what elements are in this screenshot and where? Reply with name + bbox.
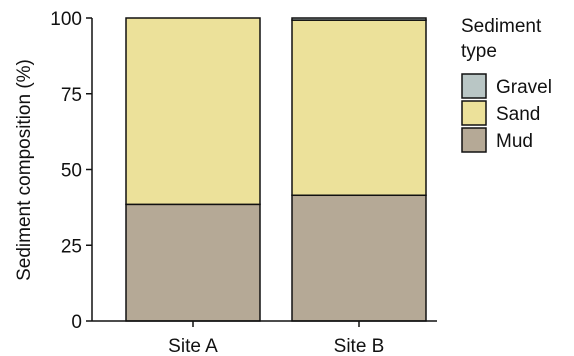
x-tick-label: Site B <box>334 336 385 356</box>
y-axis-label: Sediment composition (%) <box>14 59 35 281</box>
legend-title-line: type <box>461 41 497 62</box>
legend-title-line: Sediment <box>461 16 542 37</box>
y-tick-label: 0 <box>71 312 82 333</box>
x-tick-label: Site A <box>168 336 218 356</box>
legend-swatch-sand <box>461 100 487 126</box>
x-axis-ticks: Site A Site B <box>168 321 384 356</box>
legend-label-sand: Sand <box>496 104 540 125</box>
y-tick-label: 50 <box>61 161 82 182</box>
bar-segment-sand-site-b <box>291 19 427 197</box>
y-tick-label: 25 <box>61 236 82 257</box>
plot-area <box>125 17 427 322</box>
legend-label-mud: Mud <box>496 131 533 152</box>
legend: Sediment type Gravel Sand Mud <box>461 16 552 153</box>
y-tick-label: 75 <box>61 85 82 106</box>
y-tick-label: 100 <box>50 9 82 30</box>
bar-segment-mud-site-b <box>291 194 427 322</box>
legend-swatch-gravel <box>461 73 487 99</box>
y-axis-ticks: 0 25 50 75 100 <box>50 9 92 333</box>
bar-segment-mud-site-a <box>125 203 261 322</box>
bar-segment-gravel-site-b <box>291 17 427 21</box>
legend-label-gravel: Gravel <box>496 77 552 98</box>
bar-segment-sand-site-a <box>125 17 261 206</box>
legend-swatch-mud <box>461 127 487 153</box>
